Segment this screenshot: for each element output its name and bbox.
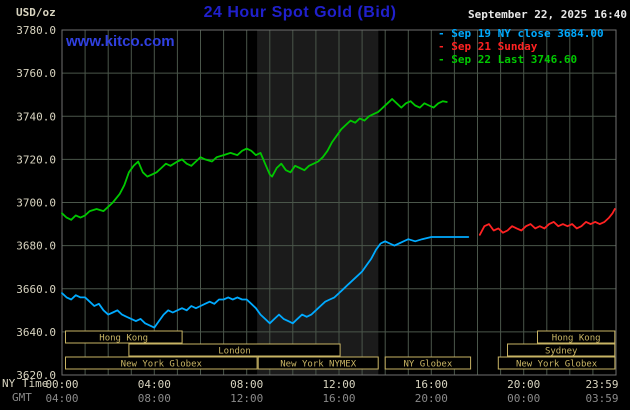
x-tick-gmt-label: 03:59	[585, 392, 618, 405]
y-tick-label: 3760.0	[16, 67, 56, 80]
legend-item: - Sep 19 NY close 3684.00	[438, 27, 604, 40]
session-bar	[497, 356, 616, 370]
x-tick-gmt-label: 16:00	[322, 392, 355, 405]
x-tick-ny-label: 00:00	[45, 378, 78, 391]
x-tick-gmt-label: 08:00	[138, 392, 171, 405]
session-label: Sydney	[545, 347, 578, 357]
session-label: NY Globex	[404, 360, 453, 370]
x-tick-ny-label: 16:00	[415, 378, 448, 391]
series-line-0	[61, 236, 470, 329]
session-bar	[128, 343, 341, 357]
y-tick-label: 3720.0	[16, 153, 56, 166]
y-tick-label: 3640.0	[16, 326, 56, 339]
session-bar	[384, 356, 472, 370]
x-tick-gmt-label: 00:00	[507, 392, 540, 405]
y-tick-label: 3620.0	[16, 369, 56, 382]
ny-time-label: NY Time	[2, 377, 49, 390]
session-bar	[537, 330, 616, 344]
x-tick-ny-label: 04:00	[138, 378, 171, 391]
legend: - Sep 19 NY close 3684.00- Sep 21 Sunday…	[438, 27, 604, 66]
y-tick-label: 3740.0	[16, 110, 56, 123]
legend-item: - Sep 21 Sunday	[438, 40, 538, 53]
timestamp: September 22, 2025 16:40	[468, 8, 627, 21]
session-label: New York Globex	[516, 360, 598, 370]
session-bar	[507, 343, 616, 357]
x-tick-ny-label: 20:00	[507, 378, 540, 391]
y-tick-label: 3660.0	[16, 283, 56, 296]
series-line-1	[478, 208, 616, 236]
x-tick-gmt-label: 12:00	[230, 392, 263, 405]
x-tick-ny-label: 12:00	[322, 378, 355, 391]
kitco-link[interactable]: www.kitco.com	[66, 33, 175, 50]
session-bar	[65, 330, 183, 344]
series-line-2	[61, 98, 448, 221]
x-tick-gmt-label: 04:00	[45, 392, 78, 405]
x-tick-ny-label: 08:00	[230, 378, 263, 391]
unit-label: USD/oz	[16, 6, 56, 19]
y-tick-label: 3680.0	[16, 240, 56, 253]
y-tick-label: 3780.0	[16, 24, 56, 37]
session-bar	[257, 356, 379, 370]
x-tick-gmt-label: 20:00	[415, 392, 448, 405]
chart-title: 24 Hour Spot Gold (Bid)	[203, 4, 397, 21]
session-label: New York Globex	[121, 360, 203, 370]
y-tick-label: 3700.0	[16, 197, 56, 210]
session-label: Hong Kong	[99, 334, 148, 344]
gmt-label: GMT	[12, 391, 32, 404]
plot-border	[61, 29, 617, 376]
x-tick-ny-label: 23:59	[585, 378, 618, 391]
legend-item: - Sep 22 Last 3746.60	[438, 53, 578, 66]
session-label: Hong Kong	[552, 334, 601, 344]
session-label: New York NYMEX	[280, 360, 356, 370]
session-bar	[65, 356, 258, 370]
session-label: London	[218, 347, 251, 357]
